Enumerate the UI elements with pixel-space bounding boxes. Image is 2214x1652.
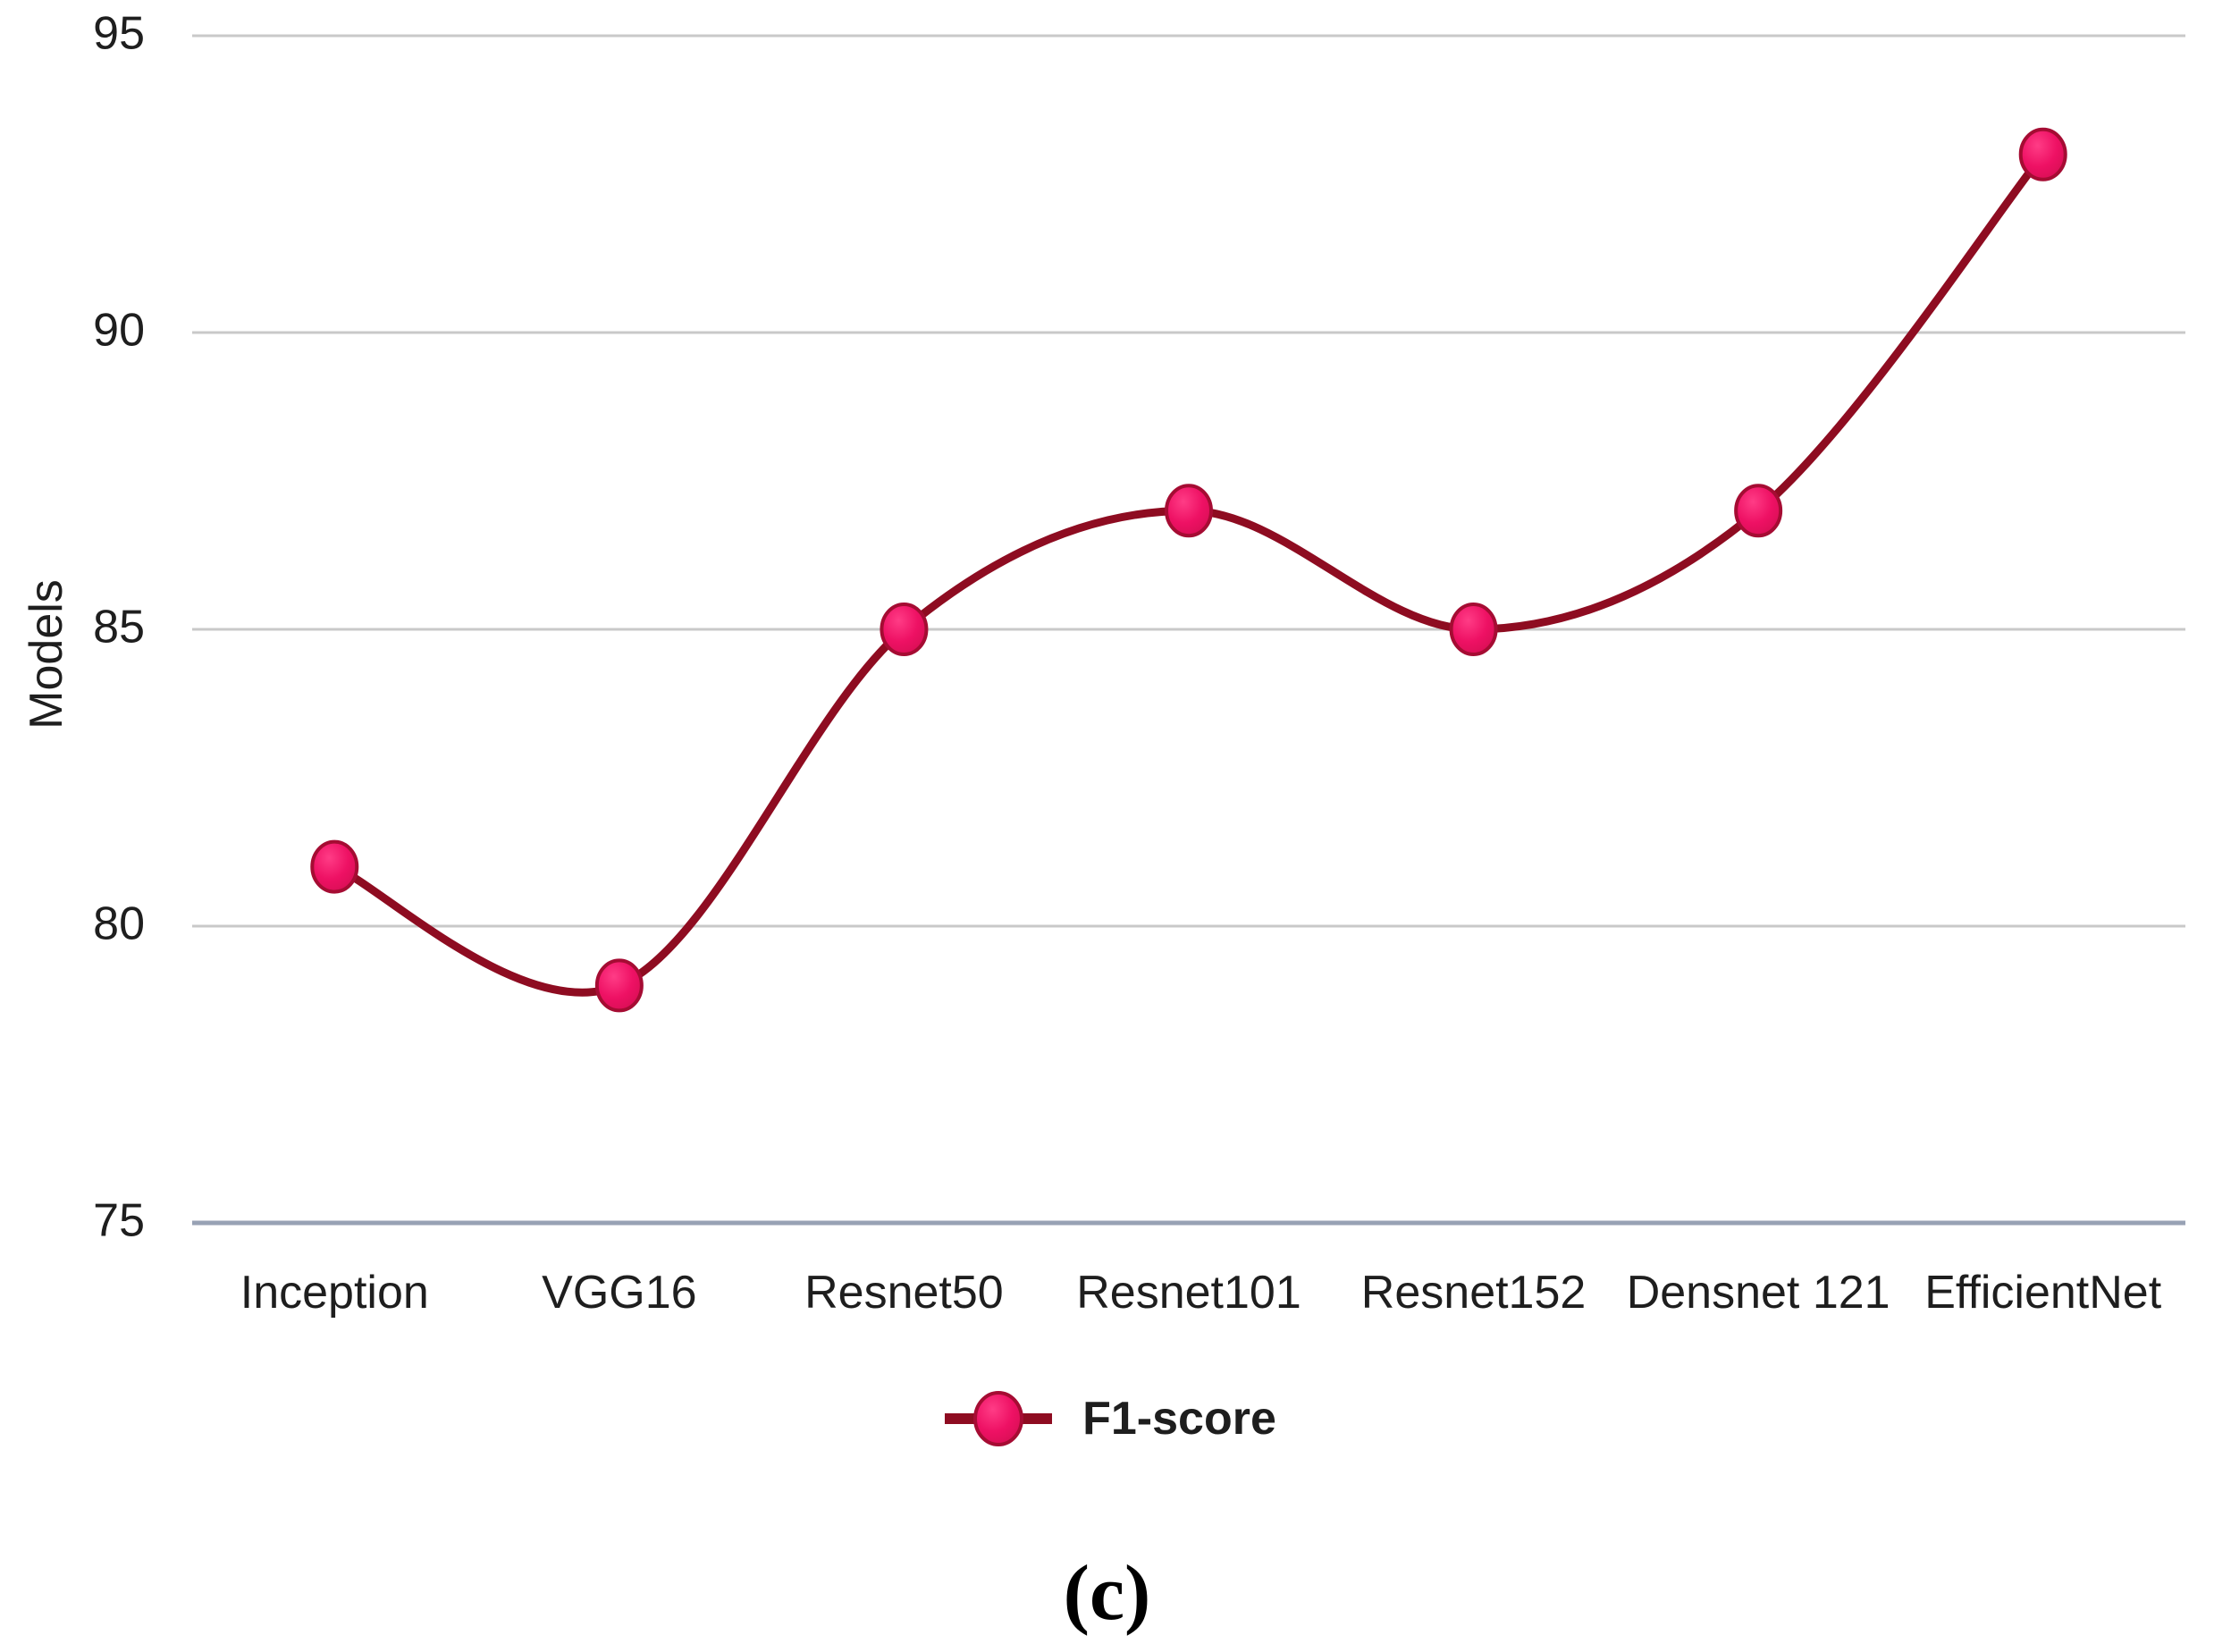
x-category-label-resnet152: Resnet152 [1360, 1267, 1587, 1319]
data-point-efficientnet [2018, 127, 2067, 181]
gridlines [192, 34, 2185, 1226]
data-point-resnet50 [880, 603, 929, 656]
data-point-resnet152 [1449, 603, 1498, 656]
x-category-label-densnet-121: Densnet 121 [1626, 1267, 1890, 1319]
data-point-resnet101 [1165, 484, 1213, 538]
x-category-label-vgg16: VGG16 [542, 1267, 697, 1319]
data-point-vgg16 [594, 958, 644, 1013]
y-axis-title: Models [21, 579, 72, 729]
data-point-densnet-121 [1734, 484, 1783, 538]
x-category-label-inception: Inception [240, 1267, 429, 1319]
x-category-label-resnet50: Resnet50 [804, 1267, 1004, 1319]
y-tick-label-95: 95 [93, 7, 145, 60]
y-tick-label-80: 80 [93, 898, 145, 950]
f1-score-curve [330, 150, 2048, 997]
data-point-inception [310, 839, 359, 894]
legend: F1-score [0, 1384, 2214, 1454]
x-category-label-resnet101: Resnet101 [1076, 1267, 1301, 1319]
legend-label-f1-score: F1-score [1082, 1393, 1276, 1445]
x-category-label-efficientnet: EfficientNet [1924, 1267, 2162, 1319]
f1-score-series [310, 127, 2067, 1013]
y-tick-label-75: 75 [93, 1194, 145, 1247]
y-tick-label-90: 90 [93, 304, 145, 357]
y-tick-label-85: 85 [93, 601, 145, 653]
legend-marker-f1-score-icon [945, 1391, 1053, 1446]
subfigure-caption: (c) [1063, 1550, 1151, 1637]
